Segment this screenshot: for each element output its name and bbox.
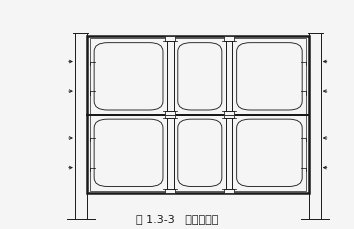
Bar xyxy=(224,37,234,42)
Bar xyxy=(224,189,234,193)
Bar xyxy=(165,112,176,115)
Bar xyxy=(90,39,307,191)
Bar xyxy=(87,37,309,193)
Bar xyxy=(165,115,176,118)
Bar xyxy=(224,115,234,118)
Bar xyxy=(224,112,234,115)
Text: 图 1.3-3   施工分层图: 图 1.3-3 施工分层图 xyxy=(136,213,218,223)
Bar xyxy=(165,37,176,42)
Bar xyxy=(165,189,176,193)
